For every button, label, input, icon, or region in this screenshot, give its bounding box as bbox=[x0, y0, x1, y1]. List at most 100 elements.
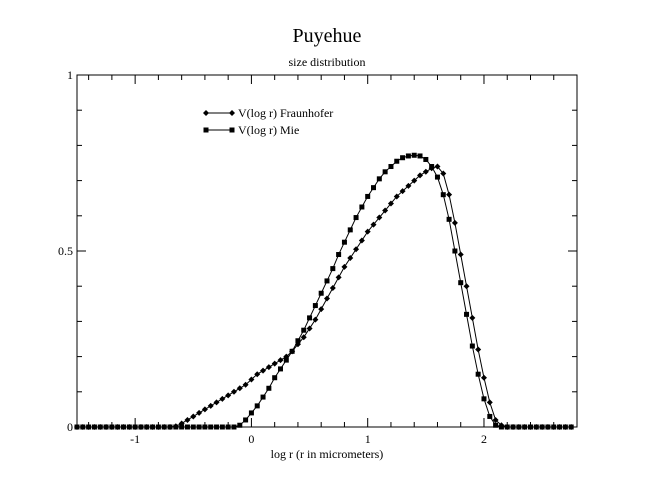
data-point bbox=[341, 239, 347, 245]
data-point bbox=[527, 424, 533, 430]
data-point bbox=[458, 280, 464, 286]
series-2 bbox=[74, 152, 574, 430]
data-point bbox=[469, 314, 476, 321]
data-point bbox=[196, 424, 202, 430]
data-point bbox=[440, 170, 447, 177]
data-point bbox=[480, 374, 487, 381]
data-point bbox=[394, 158, 400, 164]
data-point bbox=[411, 177, 418, 184]
data-point bbox=[329, 284, 336, 291]
legend-marker bbox=[203, 127, 209, 133]
legend-label: V(log r) Fraunhofer bbox=[238, 106, 333, 120]
data-point bbox=[376, 176, 382, 182]
data-point bbox=[364, 228, 371, 235]
data-point bbox=[347, 255, 354, 262]
data-point bbox=[417, 153, 423, 159]
data-point bbox=[493, 422, 499, 428]
data-point bbox=[283, 357, 289, 363]
data-point bbox=[289, 348, 295, 354]
data-point bbox=[457, 251, 464, 258]
data-point bbox=[201, 406, 208, 413]
data-point bbox=[387, 200, 394, 207]
data-point bbox=[277, 357, 284, 364]
data-point bbox=[463, 283, 470, 290]
data-point bbox=[208, 424, 214, 430]
axis-tick-labels: -1 0 1 2 0 0.5 1 bbox=[58, 68, 487, 446]
data-point bbox=[365, 193, 371, 199]
legend-marker bbox=[203, 110, 209, 116]
data-point bbox=[400, 155, 406, 161]
data-point bbox=[248, 410, 254, 416]
data-point bbox=[121, 424, 127, 430]
data-point bbox=[446, 216, 452, 222]
data-point bbox=[242, 381, 249, 388]
axis-ticks bbox=[77, 74, 578, 428]
data-point bbox=[132, 424, 138, 430]
chart-subtitle: size distribution bbox=[289, 55, 366, 69]
data-point bbox=[382, 207, 389, 214]
data-point bbox=[266, 385, 272, 391]
data-point bbox=[393, 193, 400, 200]
data-point bbox=[451, 219, 458, 226]
data-point bbox=[190, 413, 197, 420]
data-point bbox=[254, 371, 261, 378]
data-point bbox=[86, 424, 92, 430]
data-point bbox=[452, 248, 458, 254]
data-point bbox=[562, 424, 568, 430]
data-point bbox=[97, 424, 103, 430]
data-point bbox=[207, 402, 214, 409]
x-tick-label: 0 bbox=[248, 432, 254, 446]
data-point bbox=[341, 263, 348, 270]
data-point bbox=[551, 424, 557, 430]
series-line bbox=[77, 154, 572, 428]
data-point bbox=[516, 424, 522, 430]
data-point bbox=[464, 311, 470, 317]
data-point bbox=[318, 306, 325, 313]
data-point bbox=[318, 290, 324, 296]
data-point bbox=[388, 164, 394, 170]
data-point bbox=[243, 417, 249, 423]
data-point bbox=[213, 399, 220, 406]
x-tick-label: 1 bbox=[365, 432, 371, 446]
data-point bbox=[248, 376, 255, 383]
legend-marker bbox=[229, 127, 235, 133]
data-point bbox=[150, 424, 156, 430]
data-point bbox=[265, 364, 272, 371]
data-point bbox=[126, 424, 132, 430]
data-point bbox=[271, 360, 278, 367]
data-point bbox=[214, 424, 220, 430]
data-point bbox=[277, 366, 283, 372]
data-point bbox=[91, 424, 97, 430]
data-point bbox=[335, 274, 342, 281]
data-point bbox=[179, 424, 185, 430]
data-point bbox=[230, 388, 237, 395]
legend: V(log r) Fraunhofer V(log r) Mie bbox=[203, 106, 333, 137]
data-point bbox=[138, 424, 144, 430]
data-point bbox=[225, 392, 232, 399]
data-point bbox=[545, 424, 551, 430]
data-point bbox=[382, 169, 388, 175]
data-point bbox=[219, 395, 226, 402]
data-point bbox=[370, 221, 377, 228]
data-point bbox=[475, 346, 482, 353]
data-point bbox=[260, 394, 266, 400]
data-point bbox=[429, 164, 435, 170]
y-tick-label: 0 bbox=[67, 420, 73, 434]
legend-item: V(log r) Mie bbox=[203, 123, 299, 137]
data-point bbox=[446, 191, 453, 198]
data-point bbox=[225, 424, 231, 430]
data-point bbox=[254, 403, 260, 409]
data-point bbox=[347, 227, 353, 233]
legend-item: V(log r) Fraunhofer bbox=[203, 106, 333, 120]
legend-label: V(log r) Mie bbox=[238, 123, 299, 137]
series-line bbox=[77, 165, 572, 428]
data-point bbox=[411, 152, 417, 158]
data-point bbox=[336, 252, 342, 258]
data-point bbox=[481, 396, 487, 402]
data-point bbox=[533, 424, 539, 430]
data-point bbox=[236, 385, 243, 392]
data-point bbox=[423, 156, 429, 162]
data-point bbox=[167, 424, 173, 430]
data-point bbox=[300, 334, 307, 341]
